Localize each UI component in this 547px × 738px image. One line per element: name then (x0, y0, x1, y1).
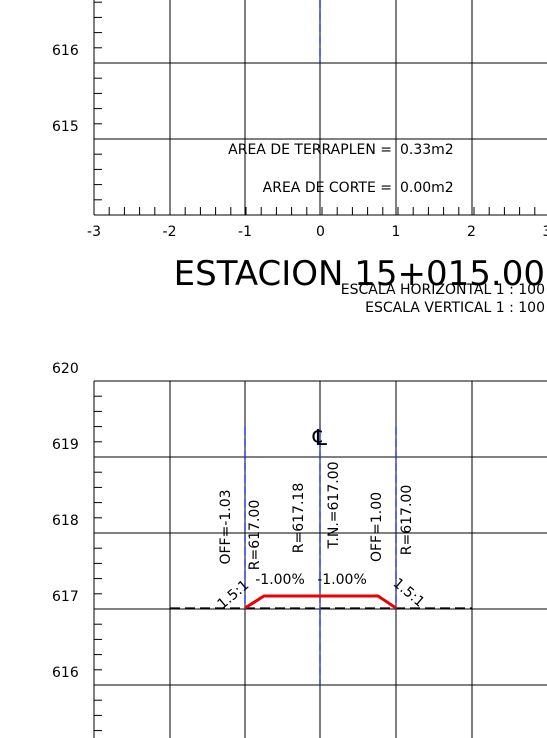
slope-label: 1.5:1 (390, 575, 428, 610)
centerline-symbol: ℄ (312, 426, 328, 451)
slope-label: -1.00% (317, 572, 367, 588)
station-title: ESTACION 15+015.00 (174, 254, 545, 294)
y-label: 616 (52, 665, 79, 681)
y-label: 615 (52, 119, 79, 135)
horizontal-scale: ESCALA HORIZONTAL 1 : 100 (341, 282, 545, 298)
fill-area-value: 0.33m2 (400, 142, 454, 158)
cut-area-label: AREA DE CORTE = (263, 180, 392, 196)
y-label: 619 (52, 437, 79, 453)
road-surface (244, 594, 397, 610)
y-label: 616 (52, 43, 79, 59)
x-label: 0 (316, 224, 325, 240)
annotation: OFF=1.00 (369, 492, 385, 562)
vertical-scale: ESCALA VERTICAL 1 : 100 (365, 300, 545, 316)
annotation: R=617.00 (399, 485, 415, 555)
cut-area-value: 0.00m2 (400, 180, 454, 196)
x-label: 3 (543, 224, 547, 240)
annotation: R=617.00 (247, 500, 263, 570)
x-label: -1 (238, 224, 252, 240)
annotation: OFF=-1.03 (218, 489, 234, 564)
annotation: T.N.=617.00 (326, 462, 342, 550)
y-label: 620 (52, 361, 79, 377)
fill-area-label: AREA DE TERRAPLEN = (228, 142, 392, 158)
x-label: 2 (467, 224, 476, 240)
y-label: 618 (52, 513, 79, 529)
x-label: -3 (87, 224, 101, 240)
x-label: -2 (163, 224, 177, 240)
x-label: 1 (392, 224, 401, 240)
slope-label: -1.00% (255, 572, 305, 588)
y-label: 617 (52, 589, 79, 605)
annotation: R=617.18 (291, 483, 307, 553)
